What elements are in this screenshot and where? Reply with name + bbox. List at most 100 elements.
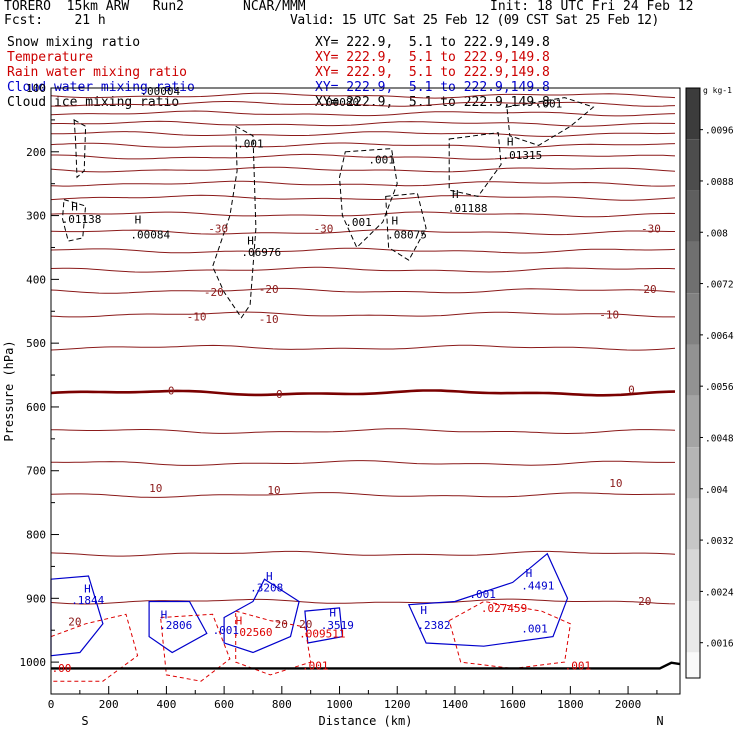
snow-label: H bbox=[135, 213, 142, 226]
terrain-line bbox=[51, 661, 681, 670]
y-tick-label: 1000 bbox=[20, 656, 47, 669]
snow-label: H bbox=[452, 188, 459, 201]
isotherm-line bbox=[50, 460, 675, 466]
colorbar-tick-label: .0056 bbox=[705, 382, 734, 393]
field-xy-snow: XY= 222.9, 5.1 to 222.9,149.8 bbox=[315, 35, 550, 50]
x-tick-label: 2000 bbox=[615, 698, 642, 711]
temperature-label: -10 bbox=[187, 310, 207, 323]
x-tick-label: 1600 bbox=[499, 698, 526, 711]
cloud-water-contour bbox=[304, 607, 344, 644]
snow-label: .001 bbox=[368, 153, 395, 166]
rain-contour bbox=[448, 600, 571, 670]
temperature-label: -30 bbox=[314, 222, 334, 235]
x-axis-label: Distance (km) bbox=[319, 714, 413, 728]
y-tick-label: 600 bbox=[26, 401, 46, 414]
model-title: TORERO 15km ARW Run2 bbox=[4, 0, 185, 14]
colorbar-segment bbox=[686, 395, 700, 448]
rain-contour bbox=[160, 613, 231, 682]
isotherm-line bbox=[51, 153, 676, 160]
x-tick-label: 400 bbox=[156, 698, 176, 711]
snow-label: .001 bbox=[237, 137, 264, 150]
snow-label: .01188 bbox=[448, 202, 488, 215]
colorbar-frame bbox=[685, 87, 701, 679]
south-label: S bbox=[81, 714, 88, 728]
colorbar-segment bbox=[686, 241, 700, 294]
temperature-label: -20 bbox=[204, 286, 224, 299]
temperature-label: 20 bbox=[299, 618, 312, 631]
temperature-label: -30 bbox=[208, 222, 228, 235]
isotherm-line bbox=[50, 247, 676, 254]
snow-contour bbox=[448, 132, 502, 197]
y-tick-label: 200 bbox=[26, 146, 46, 159]
temperature-label: 10 bbox=[267, 484, 280, 497]
isotherm-line bbox=[50, 344, 676, 351]
snow-label: H bbox=[247, 234, 254, 247]
cloud-water-label: .3208 bbox=[250, 581, 283, 594]
field-name-snow: Snow mixing ratio bbox=[7, 35, 141, 50]
colorbar-segment bbox=[686, 652, 700, 678]
cloud-water-label: H bbox=[526, 567, 533, 580]
isotherm-line bbox=[50, 211, 676, 218]
rain-label: .027459 bbox=[481, 602, 527, 615]
cloud-water-label: .001 bbox=[469, 588, 496, 601]
snow-label: H bbox=[71, 201, 78, 214]
snow-contour bbox=[338, 148, 398, 249]
cloud-water-label: H bbox=[329, 606, 336, 619]
temperature-label: 0 bbox=[168, 384, 175, 397]
isotherm-line bbox=[50, 266, 676, 273]
temperature-label: -10 bbox=[599, 308, 619, 321]
isotherm-line bbox=[50, 180, 676, 187]
isotherm-line bbox=[50, 110, 676, 117]
rain-label: .001 bbox=[565, 659, 592, 672]
field-name-cloud-ice: Cloud ice mixing ratio bbox=[7, 95, 180, 110]
cloud-water-label: .001 bbox=[213, 624, 240, 637]
x-tick-label: 200 bbox=[99, 698, 119, 711]
snow-label: .00084 bbox=[130, 229, 170, 242]
y-tick-label: 500 bbox=[26, 337, 46, 350]
rain-label: .02560 bbox=[233, 626, 273, 639]
y-tick-label: 700 bbox=[26, 465, 46, 478]
temperature-label: 20 bbox=[638, 595, 651, 608]
y-axis-label: Pressure (hPa) bbox=[2, 340, 16, 441]
colorbar-segment bbox=[686, 549, 700, 602]
field-xy-rain: XY= 222.9, 5.1 to 222.9,149.8 bbox=[315, 65, 550, 80]
valid-time: Valid: 15 UTC Sat 25 Feb 12 (09 CST Sat … bbox=[290, 13, 659, 28]
field-name-rain: Rain water mixing ratio bbox=[7, 65, 188, 80]
cloud-water-contour bbox=[407, 552, 569, 647]
colorbar-segment bbox=[686, 139, 700, 191]
cloud-water-label: .2806 bbox=[159, 619, 192, 632]
cloud-water-label: .1844 bbox=[71, 594, 104, 607]
cloud-water-label: H bbox=[266, 570, 273, 583]
cloud-water-label: H bbox=[84, 583, 91, 596]
rain-label: .00 bbox=[52, 662, 72, 675]
colorbar-tick-label: .0072 bbox=[705, 280, 734, 291]
rain-label: H bbox=[236, 615, 243, 628]
temperature-label: 0 bbox=[628, 384, 635, 397]
colorbar-tick-label: .0032 bbox=[705, 536, 734, 547]
isotherm-line bbox=[51, 428, 676, 435]
snow-label: .00080 bbox=[319, 96, 359, 109]
y-tick-label: 300 bbox=[26, 210, 46, 223]
colorbar-tick-label: .0016 bbox=[705, 639, 734, 650]
colorbar-segment bbox=[686, 293, 700, 345]
isotherm-line bbox=[50, 120, 676, 127]
colorbar-segment bbox=[686, 601, 700, 653]
temperature-label: 10 bbox=[149, 482, 162, 495]
colorbar-tick-label: .0048 bbox=[705, 433, 734, 444]
x-tick-label: 1800 bbox=[557, 698, 584, 711]
x-tick-label: 0 bbox=[48, 698, 55, 711]
colorbar-tick-label: .008 bbox=[705, 228, 728, 239]
cloud-water-label: .3519 bbox=[321, 619, 354, 632]
isotherm-line bbox=[50, 311, 675, 318]
y-tick-label: 400 bbox=[26, 273, 46, 286]
snow-label: H bbox=[391, 215, 398, 228]
isotherm-line bbox=[50, 287, 676, 294]
forecast-hour: Fcst: 21 h bbox=[4, 13, 106, 28]
x-tick-label: 800 bbox=[272, 698, 292, 711]
x-tick-label: 600 bbox=[214, 698, 234, 711]
snow-label: .01315 bbox=[503, 149, 543, 162]
y-tick-label: 100 bbox=[26, 82, 46, 95]
cloud-water-label: .4491 bbox=[521, 580, 554, 593]
